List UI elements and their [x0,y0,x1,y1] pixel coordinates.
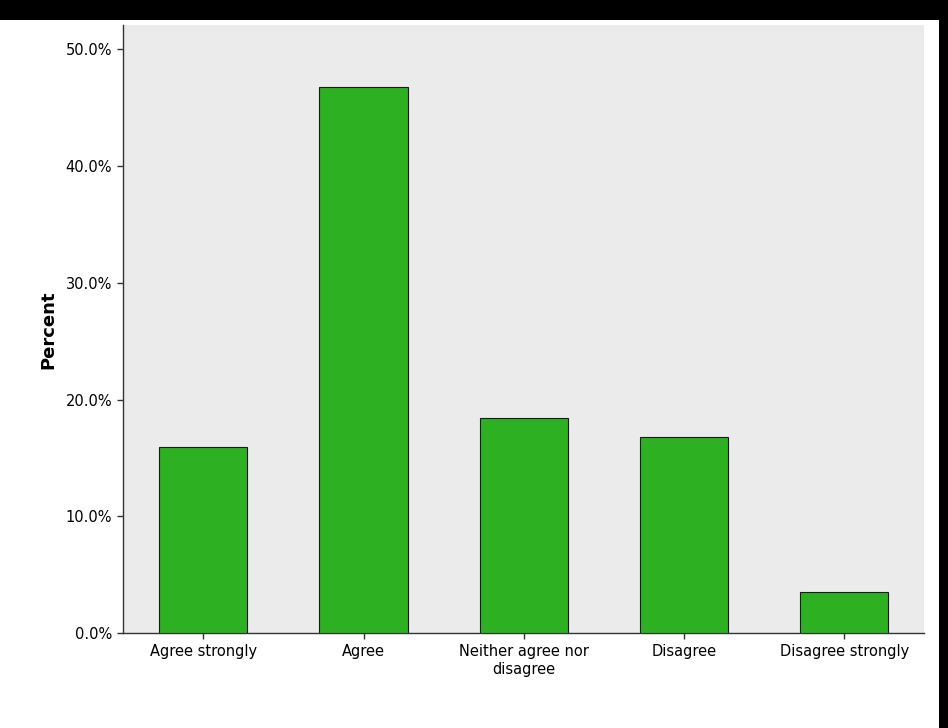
Bar [159,448,247,633]
Bar [480,419,568,633]
Bar [800,593,888,633]
Bar [319,87,408,633]
Y-axis label: Percent: Percent [39,290,57,368]
Bar [640,437,728,633]
